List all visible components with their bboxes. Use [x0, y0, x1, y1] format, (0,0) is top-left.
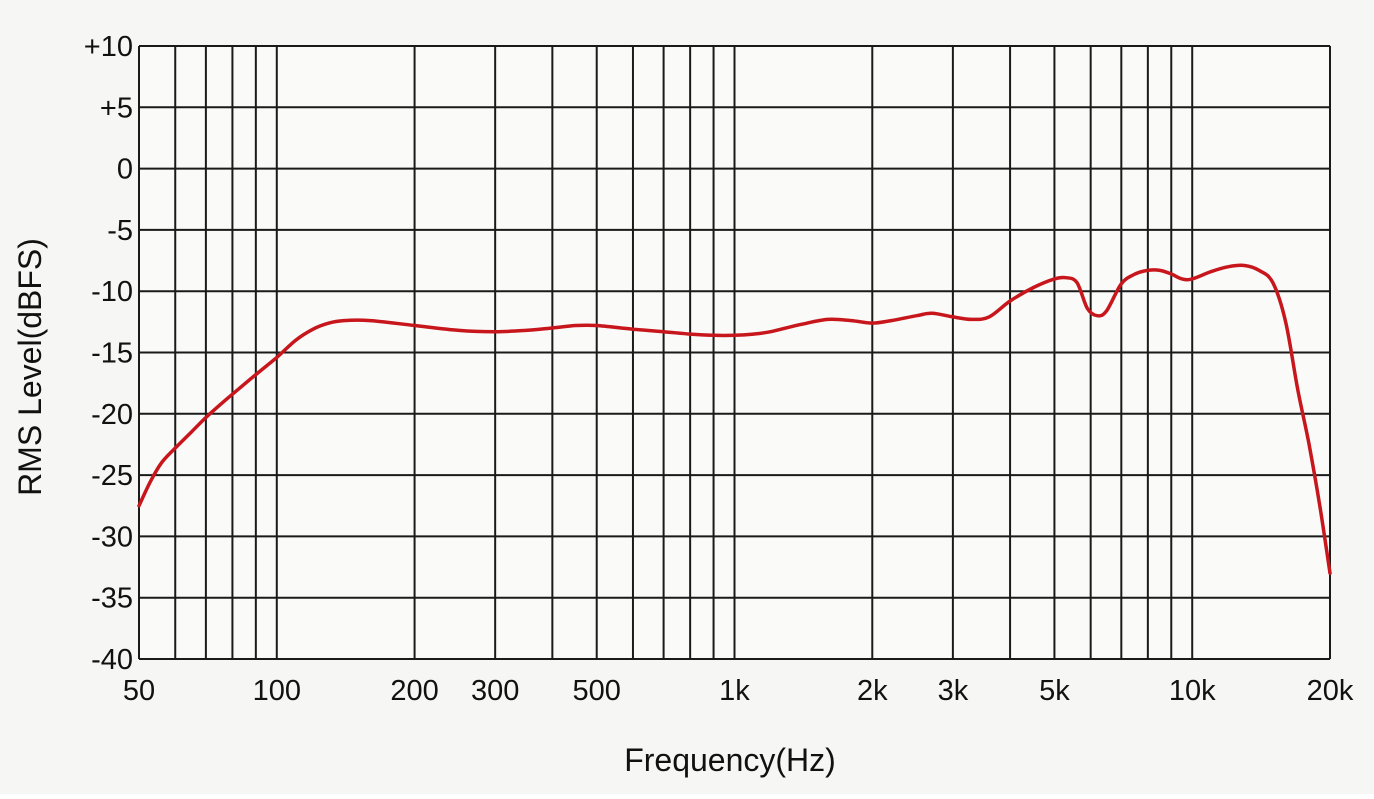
x-tick-label: 200: [390, 675, 438, 707]
grid-layer: [138, 45, 1331, 660]
y-tick-label: -25: [91, 460, 133, 492]
frequency-response-line: [137, 263, 1332, 575]
x-tick-label: 20k: [1307, 675, 1354, 707]
x-axis-title: Frequency(Hz): [624, 742, 836, 778]
x-tick-label: 1k: [719, 675, 750, 707]
x-tick-label: 50: [123, 675, 155, 707]
y-tick-label: -30: [91, 521, 133, 553]
y-tick-label: -35: [91, 583, 133, 615]
y-tick-label: -10: [91, 276, 133, 308]
x-tick-label: 2k: [857, 675, 888, 707]
y-tick-label: -40: [91, 644, 133, 676]
series-layer: [137, 263, 1332, 575]
x-tick-label: 10k: [1169, 675, 1216, 707]
y-tick-label: +10: [84, 31, 133, 63]
y-tick-label: 0: [117, 154, 133, 186]
x-tick-label: 3k: [938, 675, 969, 707]
x-tick-label: 500: [573, 675, 621, 707]
x-tick-label: 100: [253, 675, 301, 707]
y-tick-label: -5: [107, 215, 133, 247]
y-tick-label: -15: [91, 338, 133, 370]
x-tick-label: 300: [471, 675, 519, 707]
x-tick-label: 5k: [1039, 675, 1070, 707]
y-tick-label: +5: [100, 92, 133, 124]
y-axis-title: RMS Level(dBFS): [12, 238, 48, 496]
y-tick-label: -20: [91, 399, 133, 431]
